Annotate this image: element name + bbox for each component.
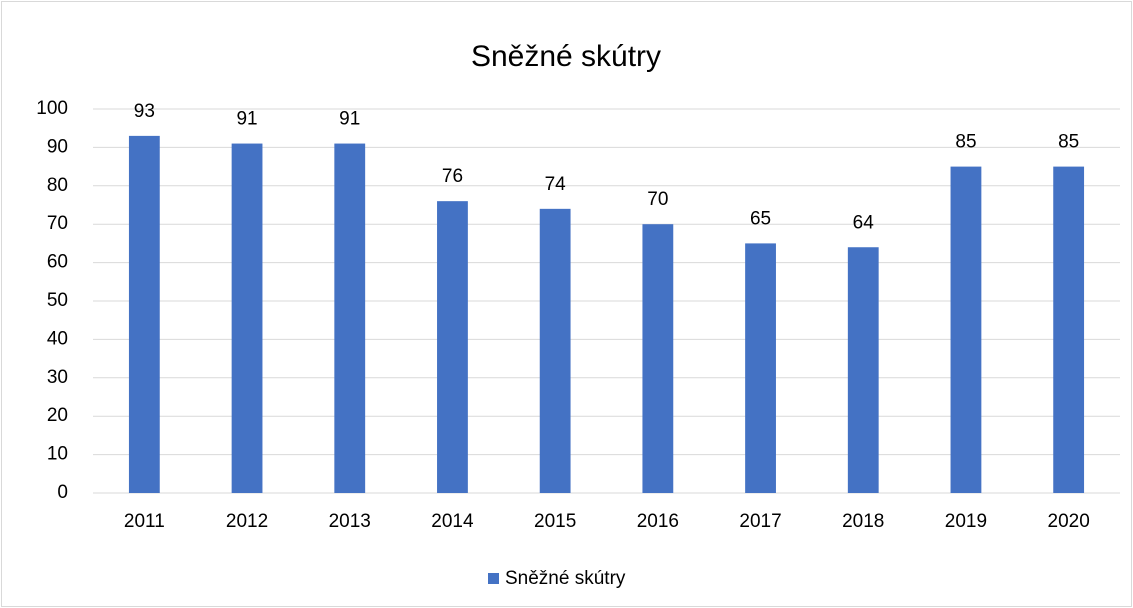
x-tick-label: 2015 [534, 511, 576, 532]
data-label: 74 [545, 174, 567, 195]
bar [437, 201, 468, 493]
legend-label: Sněžné skútry [505, 568, 626, 589]
x-tick-label: 2014 [431, 511, 474, 532]
data-label: 76 [442, 166, 463, 187]
bar [231, 143, 263, 493]
chart-title: Sněžné skútry [471, 40, 661, 73]
bar [950, 166, 982, 493]
legend-swatch [488, 573, 499, 584]
x-tick-label: 2019 [945, 511, 987, 532]
data-label: 85 [1058, 132, 1079, 153]
x-tick-label: 2017 [739, 511, 781, 532]
y-tick-label: 100 [36, 98, 68, 119]
bar [745, 243, 776, 493]
y-tick-label: 20 [47, 405, 68, 426]
y-tick-label: 80 [47, 175, 68, 196]
x-tick-label: 2011 [124, 511, 165, 532]
x-tick-label: 2016 [637, 511, 679, 532]
bar [128, 135, 160, 493]
bar [642, 224, 674, 493]
x-tick-label: 2020 [1048, 511, 1090, 532]
data-label: 70 [647, 189, 668, 210]
bar [539, 208, 571, 493]
x-tick-label: 2012 [226, 511, 268, 532]
y-tick-label: 60 [47, 252, 68, 273]
bar [1053, 166, 1085, 493]
y-tick-label: 40 [47, 328, 68, 349]
x-tick-label: 2018 [842, 511, 884, 532]
data-label: 85 [955, 132, 976, 153]
y-tick-label: 90 [47, 136, 68, 157]
x-tick-label: 2013 [329, 511, 371, 532]
bar [847, 247, 879, 493]
y-tick-label: 10 [47, 444, 68, 465]
y-tick-label: 30 [47, 367, 68, 388]
y-tick-label: 70 [47, 213, 68, 234]
data-label: 64 [853, 212, 875, 233]
bar [334, 143, 366, 493]
y-tick-label: 0 [57, 482, 68, 503]
data-label: 91 [236, 109, 257, 130]
data-label: 65 [750, 208, 771, 229]
y-tick-label: 50 [47, 290, 68, 311]
data-label: 91 [339, 109, 360, 130]
data-label: 93 [134, 101, 155, 122]
